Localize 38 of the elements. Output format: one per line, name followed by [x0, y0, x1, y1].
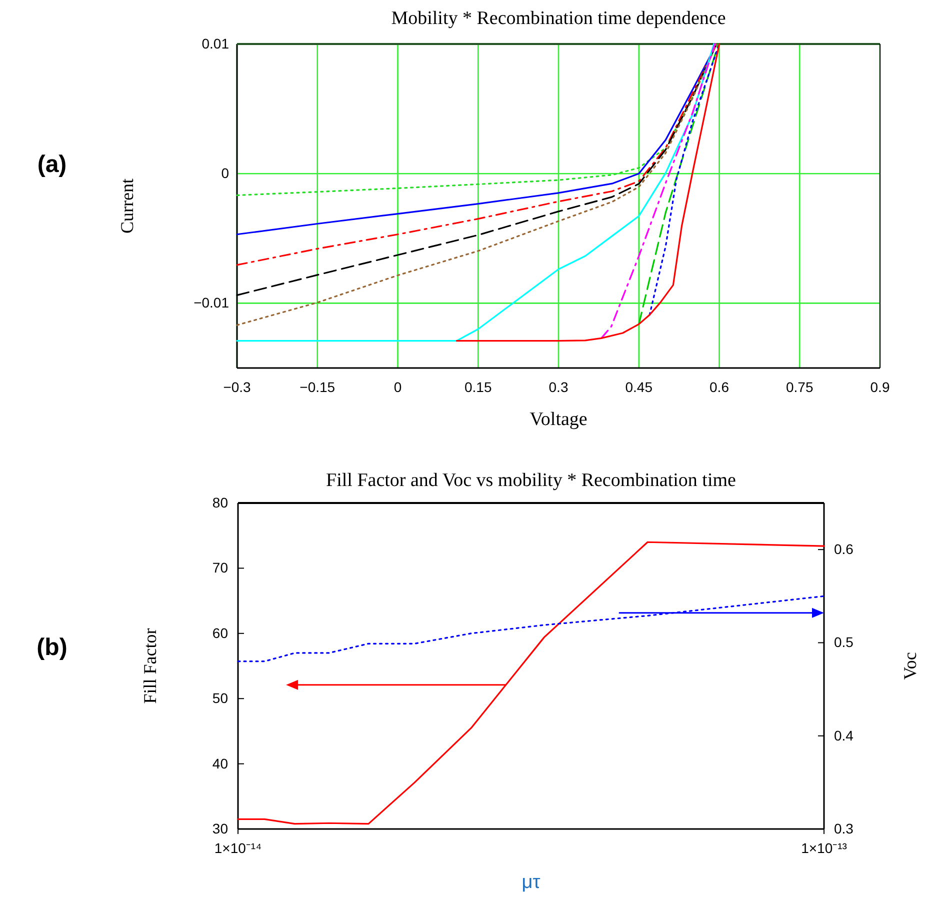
x-tick-label: 0.9 [870, 378, 890, 395]
x-tick-label: 0.15 [464, 378, 492, 395]
y-tick-label: 0 [221, 165, 230, 182]
x-tick-label: 1×10⁻¹³ [801, 840, 848, 856]
chart-title: Mobility * Recombination time dependence [391, 8, 726, 29]
y2-tick-label: 0.5 [834, 634, 854, 650]
y2-tick-label: 0.3 [834, 820, 854, 836]
line-series [638, 43, 720, 325]
x-tick-label: 0.45 [625, 378, 653, 395]
x-axis-title: μτ [522, 872, 541, 893]
y-axis-title: Fill Factor [140, 628, 160, 704]
y2-tick-label: 0.6 [834, 541, 854, 558]
y2-axis-title: Voc [900, 652, 920, 680]
x-axis-title: Voltage [530, 409, 588, 430]
y-tick-label: 30 [212, 820, 228, 836]
line-series [648, 43, 720, 316]
y-axis-title: Current [117, 178, 137, 234]
text: (a) [37, 151, 67, 178]
y-tick-label: 80 [212, 494, 228, 510]
y-tick-label: 70 [212, 560, 228, 576]
x-tick-label: 0.3 [548, 378, 568, 395]
text: (b) [36, 634, 68, 661]
y-tick-label: 60 [212, 624, 228, 641]
y2-tick-label: 0.4 [834, 727, 854, 744]
x-tick-label: 0.75 [786, 378, 814, 395]
x-tick-label: 1×10⁻¹⁴ [214, 840, 262, 856]
chart-title: Fill Factor and Voc vs mobility * Recombination time [326, 470, 736, 491]
x-tick-label: −0.3 [223, 378, 252, 395]
line-series [456, 43, 720, 342]
line-series [600, 43, 716, 339]
y-tick-label: 0.01 [202, 35, 230, 52]
x-tick-label: −0.15 [300, 378, 336, 395]
line-series [236, 43, 717, 196]
y-tick-label: −0.01 [194, 294, 230, 311]
x-tick-label: 0.6 [710, 378, 730, 395]
x-tick-label: 0 [394, 378, 402, 395]
y-tick-label: 40 [212, 755, 228, 772]
y-tick-label: 50 [212, 690, 228, 706]
